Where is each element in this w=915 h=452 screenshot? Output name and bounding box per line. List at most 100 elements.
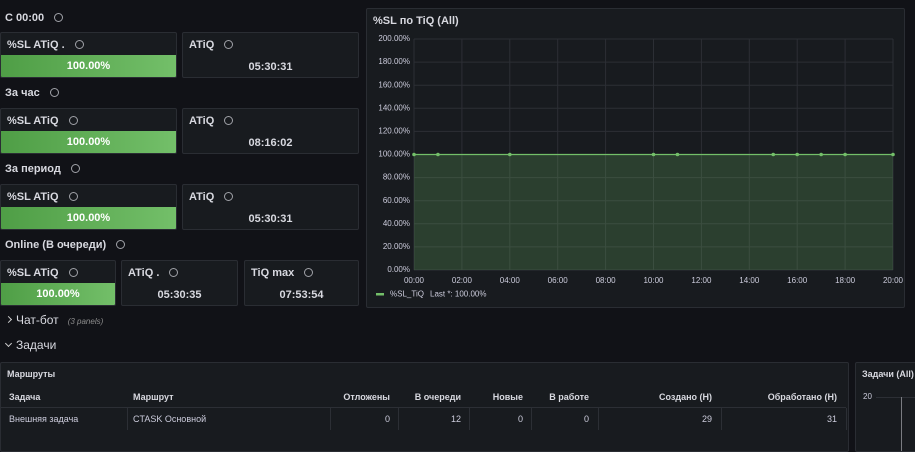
table-panel: Маршруты Задача Маршрут Отложены В очереди Но… (0, 362, 849, 452)
row-arrow (4, 339, 13, 348)
stat-value: 05:30:31 (248, 61, 293, 73)
stat-title: ATiQ (189, 115, 234, 127)
column-header: Отложены (343, 392, 390, 402)
y-tick-label: 120.00% (378, 127, 410, 136)
row-note: (3 panels) (67, 317, 104, 326)
section-title: Online (В очереди) (5, 239, 126, 251)
point (795, 152, 799, 157)
section-title: За час (5, 87, 59, 99)
x-tick-label: 00:00 (404, 276, 425, 285)
row-title: Чат-бот (16, 313, 59, 327)
column-header: Новые (492, 392, 523, 402)
column-header: Маршрут (133, 392, 174, 402)
stat-panel: ATiQ 08:16:02 (182, 108, 359, 154)
stat-panel: TiQ max 07:53:54 (244, 260, 359, 306)
section-title-text: За период (5, 163, 61, 175)
grid-line (876, 397, 915, 398)
x-tick-label: 04:00 (500, 276, 521, 285)
chart-panel: %SL по TiQ (All) 0.00% 20.00% 40.00% 60.00% 8… (366, 8, 905, 308)
stat-title-text: %SL ATiQ . (7, 39, 65, 51)
info-icon (304, 268, 314, 277)
stat-panel: ATiQ . 05:30:35 (121, 260, 238, 306)
info-icon (116, 240, 126, 249)
y-tick-label: 60.00% (383, 196, 410, 205)
stat-panel: ATiQ 05:30:31 (182, 184, 359, 230)
row-header: Чат-бот (3 panels) (4, 313, 104, 327)
stat-panel: %SL ATiQ 100.00% (0, 184, 177, 230)
info-icon (224, 192, 234, 201)
section-title-text: За час (5, 87, 40, 99)
table-cell: 0 (517, 414, 523, 424)
point (508, 152, 512, 157)
stat-value: 05:30:35 (157, 289, 202, 301)
x-tick-label: 12:00 (691, 276, 712, 285)
x-tick-label: 20:00 (883, 276, 904, 285)
header-rule (1, 407, 846, 408)
cell-border (330, 408, 331, 430)
stat-title: %SL ATiQ (7, 191, 78, 203)
stat-title: ATiQ (189, 191, 234, 203)
y-tick-label: 20 (863, 392, 872, 401)
table-cell: 31 (826, 414, 837, 424)
stat-title-text: TiQ max (251, 267, 295, 279)
cell-border (721, 408, 722, 430)
info-icon (68, 268, 78, 277)
column-header: Задача (9, 392, 41, 402)
stat-bar: 100.00% (1, 131, 176, 153)
cell-border (469, 408, 470, 430)
stat-title: TiQ max (251, 267, 314, 279)
row-title: Задачи (16, 338, 57, 352)
x-tick-label: 08:00 (596, 276, 617, 285)
stat-panel: ATiQ 05:30:31 (182, 32, 359, 78)
legend-swatch (376, 293, 384, 296)
side-panel: Задачи (All) 20 (855, 362, 915, 452)
table-cell: 0 (583, 414, 589, 424)
y-tick-label: 80.00% (383, 173, 410, 182)
point (651, 152, 656, 157)
point (436, 152, 440, 157)
x-tick-label: 16:00 (787, 276, 808, 285)
point (771, 152, 776, 157)
stat-panel: %SL ATiQ 100.00% (0, 108, 177, 154)
y-tick-label: 180.00% (378, 57, 410, 66)
cell-border (127, 408, 128, 430)
x-tick-label: 18:00 (835, 276, 856, 285)
y-tick-label: 20.00% (383, 242, 410, 251)
table-cell: 0 (384, 414, 390, 424)
table-title: Маршруты (7, 369, 56, 379)
point (891, 152, 895, 157)
stat-value: 05:30:31 (248, 213, 293, 225)
table-cell: 29 (701, 414, 712, 424)
stat-panel: %SL ATiQ 100.00% (0, 260, 116, 306)
info-icon (74, 40, 84, 49)
info-icon (68, 192, 78, 201)
info-icon (49, 88, 59, 97)
stat-title: ATiQ . (128, 267, 179, 279)
side-title: Задачи (All) (862, 369, 914, 379)
y-tick-label: 160.00% (378, 80, 410, 89)
cell-border (398, 408, 399, 430)
y-tick-label: 0.00% (387, 265, 410, 274)
stat-value: 07:53:54 (279, 289, 324, 301)
section-title-text: Online (В очереди) (5, 239, 107, 251)
section-title: C 00:00 (5, 12, 64, 24)
chart: 0.00% 20.00% 40.00% 60.00% 80.00% 100.00% 120.… (376, 34, 904, 299)
x-tick-label: 14:00 (739, 276, 760, 285)
cell-border (846, 408, 847, 430)
table-cell: Внешняя задача (9, 414, 79, 424)
stat-bar: 100.00% (1, 207, 176, 229)
stat-title-text: %SL ATiQ (7, 115, 59, 127)
y-tick-label: 100.00% (378, 150, 410, 159)
column-header: Обработано (Н) (767, 392, 837, 402)
area (414, 154, 893, 270)
legend-value: Last *: 100.00% (430, 290, 486, 299)
stat-bar: 100.00% (1, 55, 176, 77)
dashboard: C 00:00 %SL ATiQ . 100.00% ATiQ 05:30:31 За ч… (0, 8, 915, 452)
y-tick-label: 200.00% (378, 34, 410, 43)
stat-bar: 100.00% (1, 283, 115, 305)
cell-border (531, 408, 532, 430)
info-icon (224, 40, 234, 49)
y-tick-label: 40.00% (383, 219, 410, 228)
row-arrow (4, 315, 13, 324)
stat-title-text: ATiQ (189, 39, 215, 51)
